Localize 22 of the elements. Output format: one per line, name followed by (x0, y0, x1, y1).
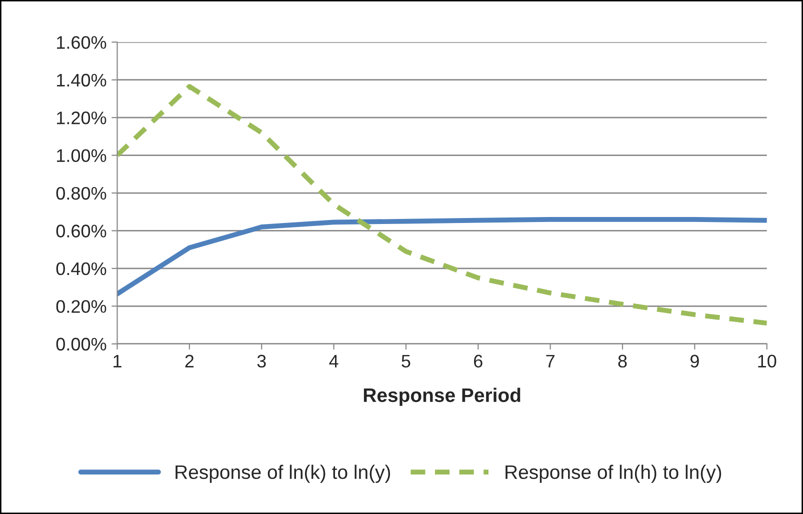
x-tick-label: 3 (257, 354, 266, 368)
x-tick-label: 10 (758, 354, 776, 368)
y-tick-label: 0.80% (56, 186, 106, 200)
legend-label: Response of ln(k) to ln(y) (176, 464, 390, 483)
y-tick-label: 1.00% (57, 149, 106, 162)
x-tick-label: 7 (546, 354, 554, 368)
x-tick-label: 1 (114, 354, 122, 368)
x-tick-label: 6 (474, 354, 482, 368)
x-tick-label: 5 (402, 354, 410, 368)
x-tick-label: 4 (329, 354, 338, 368)
y-tick-label: 0.40% (56, 262, 106, 276)
x-tick-label: 8 (618, 354, 627, 368)
y-tick-label: 0.00% (56, 338, 106, 351)
y-tick-label: 0.20% (56, 300, 106, 313)
y-tick-label: 1.60% (57, 36, 106, 49)
y-tick-label: 1.40% (57, 74, 106, 87)
y-tick-label: 1.20% (57, 112, 106, 124)
legend-label: Response of ln(h) to ln(y) (506, 464, 722, 483)
x-axis-title: Response Period (364, 388, 520, 406)
x-tick-label: 9 (690, 354, 699, 368)
y-tick-label: 0.60% (56, 224, 106, 238)
x-tick-label: 2 (185, 354, 194, 368)
